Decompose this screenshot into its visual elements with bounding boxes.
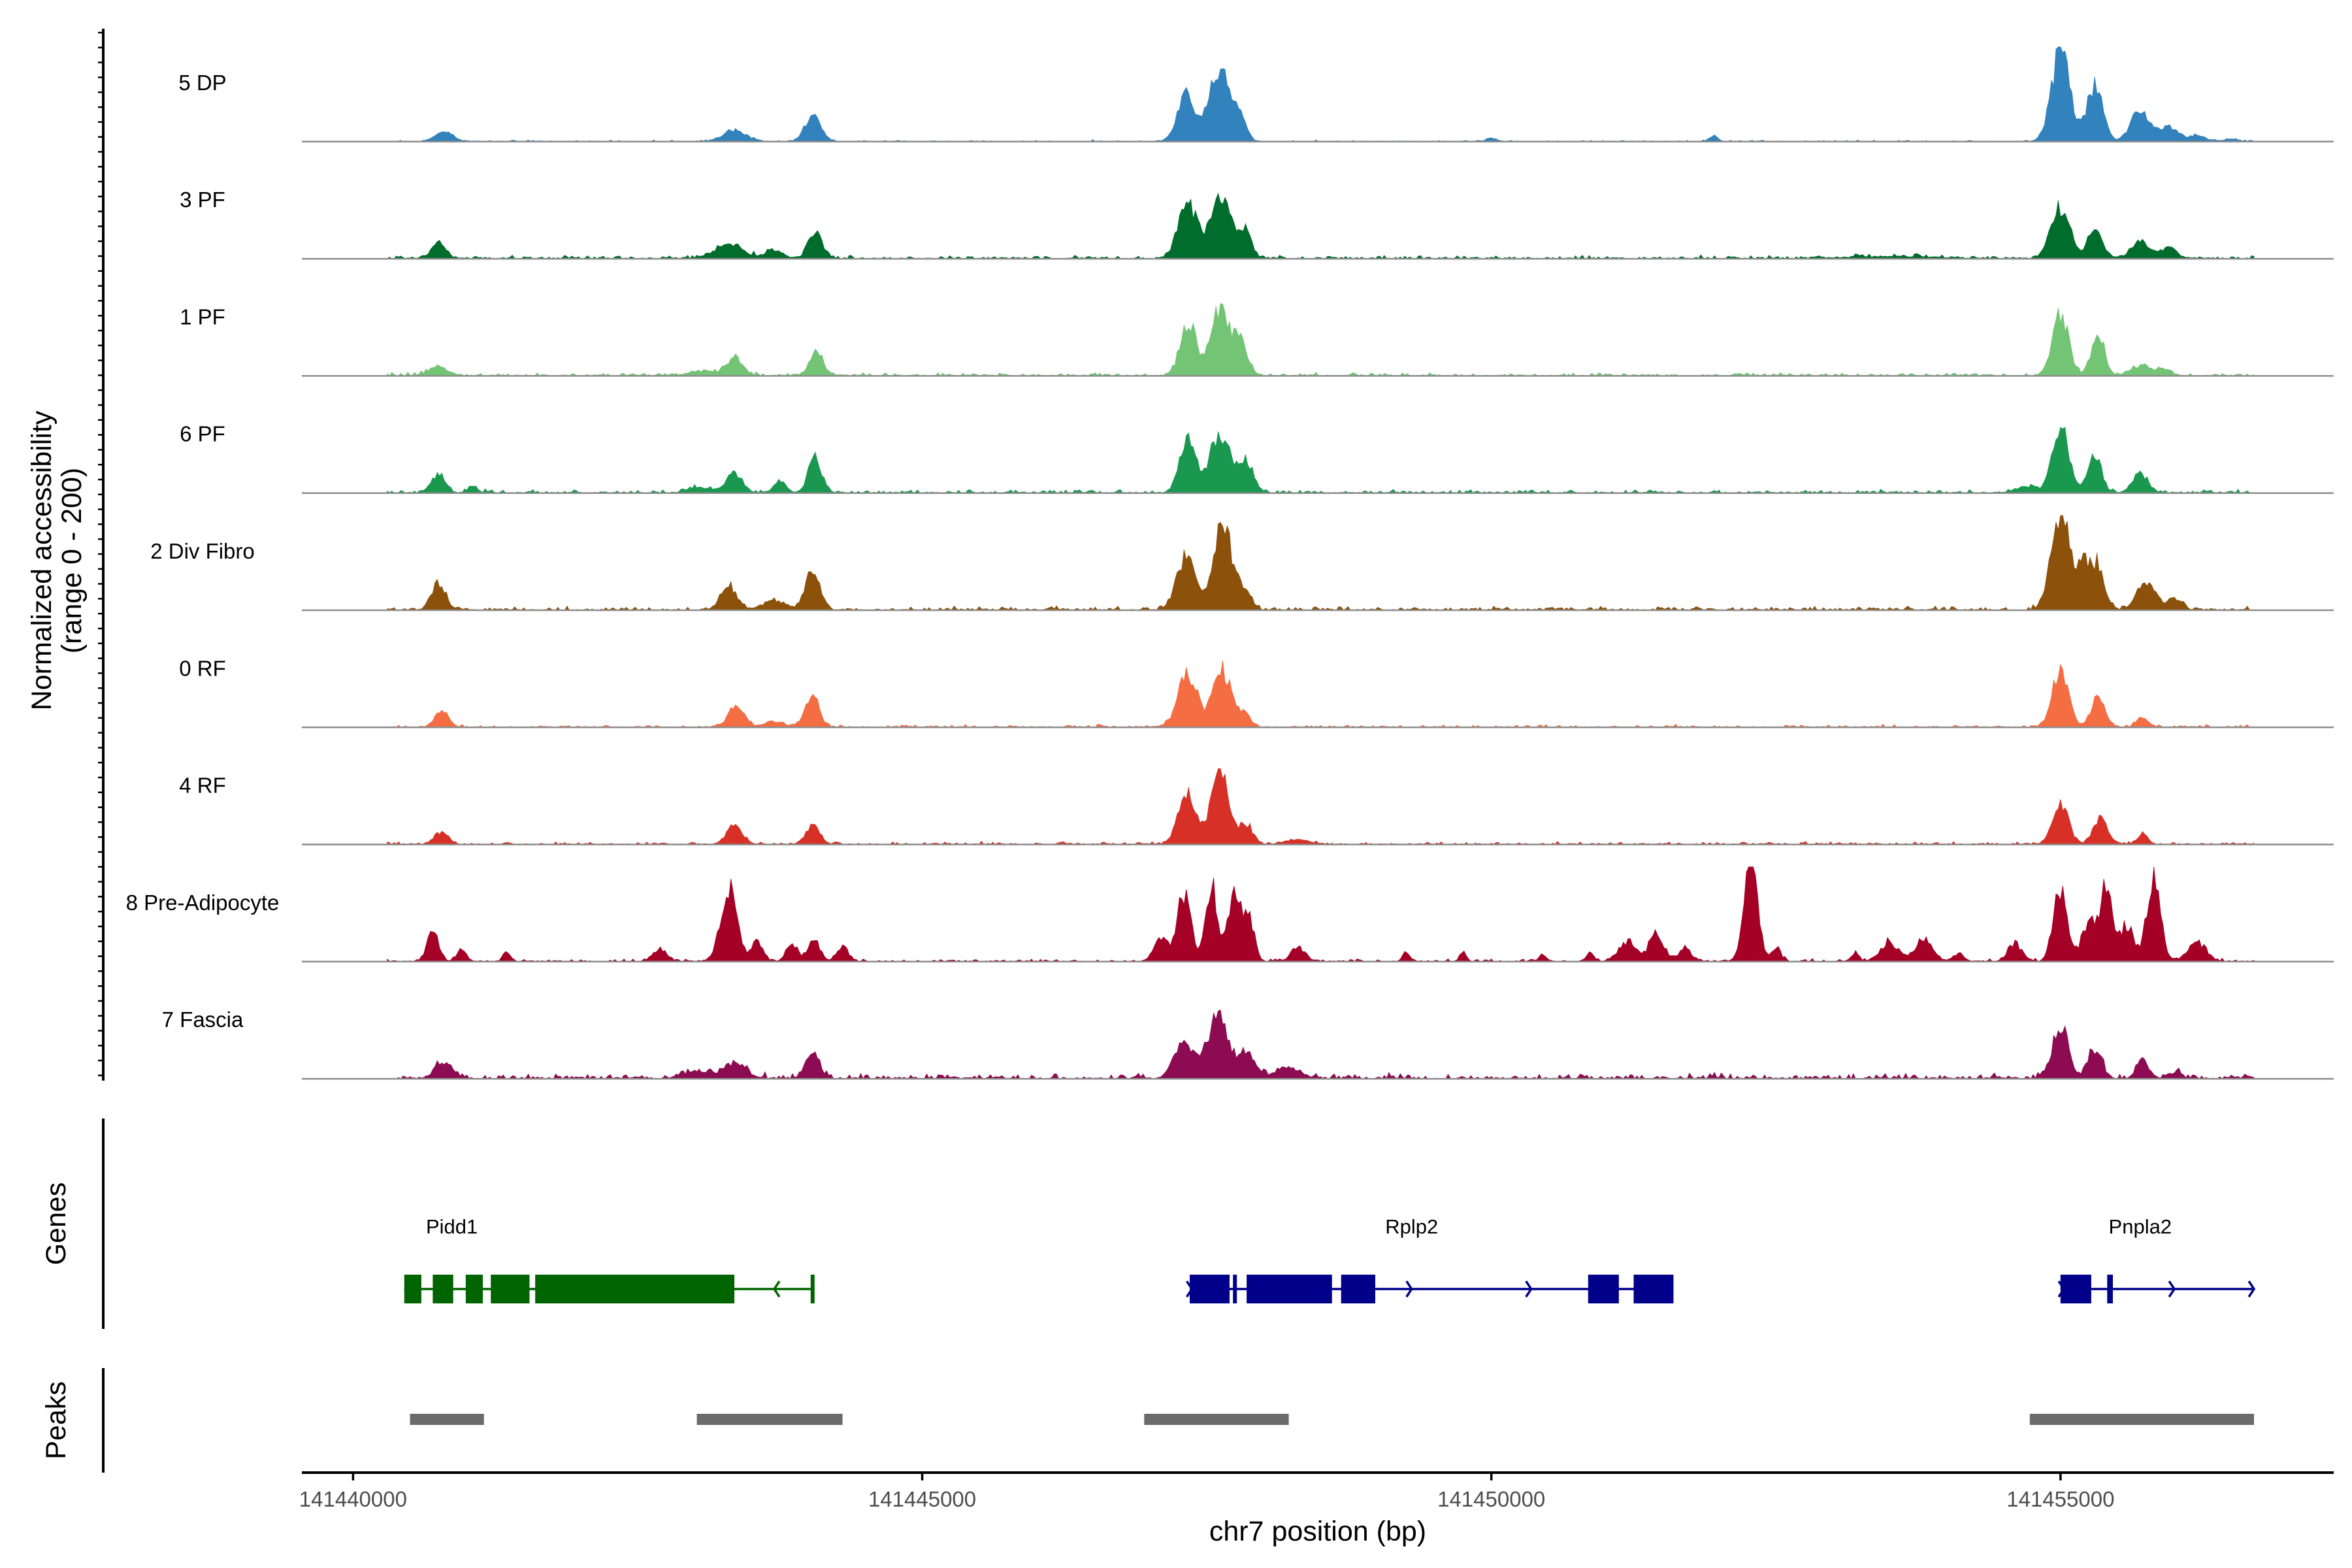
track-label: 3 PF <box>180 188 225 212</box>
gene-exon <box>2107 1275 2113 1303</box>
track-label: 4 RF <box>179 774 226 798</box>
track-label: 5 DP <box>178 71 226 95</box>
peak-region-bar <box>2029 1414 2255 1425</box>
coverage-area <box>387 866 2255 962</box>
gene-exon <box>535 1275 735 1303</box>
track-label: 7 Fascia <box>162 1007 244 1032</box>
track-6-pf: 6 PF <box>180 422 2334 494</box>
track-5-dp: 5 DP <box>178 46 2334 143</box>
track-label: 8 Pre-Adipocyte <box>126 890 280 915</box>
track-label: 0 RF <box>179 656 226 680</box>
genes-panel-title: Genes <box>41 1183 72 1266</box>
gene-exon <box>491 1275 530 1303</box>
gene-exon <box>1247 1275 1332 1303</box>
track-1-pf: 1 PF <box>180 303 2334 377</box>
coverage-area <box>387 1009 2255 1080</box>
y-axis-title-line-2: (range 0 - 200) <box>56 468 88 653</box>
gene-exon <box>2060 1275 2091 1303</box>
gene-exon <box>404 1275 421 1303</box>
track-3-pf: 3 PF <box>180 188 2334 260</box>
x-axis-title: chr7 position (bp) <box>1209 1516 1426 1547</box>
track-label: 1 PF <box>180 304 225 329</box>
peaks-panel-title: Peaks <box>41 1381 72 1460</box>
gene-exon <box>1189 1275 1230 1303</box>
gene-exon <box>810 1275 815 1303</box>
peak-region-bar <box>410 1414 484 1425</box>
x-tick-label: 141450000 <box>1437 1487 1545 1511</box>
track-label: 2 Div Fibro <box>150 539 255 563</box>
gene-label: Rplp2 <box>1385 1215 1438 1238</box>
gene-pnpla2: Pnpla2 <box>2057 1215 2256 1303</box>
gene-label: Pidd1 <box>426 1215 478 1238</box>
strand-chevron <box>1405 1281 1413 1298</box>
peak-region-bar <box>1144 1414 1289 1425</box>
gene-annotations: Pidd1 Rplp2 Pnpla2 <box>404 1215 2256 1303</box>
gene-label: Pnpla2 <box>2109 1215 2172 1238</box>
peak-regions <box>410 1414 2255 1425</box>
track-8-pre-adipocyte: 8 Pre-Adipocyte <box>126 866 2334 963</box>
gene-rplp2: Rplp2 <box>1186 1215 1674 1303</box>
track-4-rf: 4 RF <box>179 768 2334 845</box>
strand-chevron <box>1525 1281 1533 1298</box>
gene-exon <box>1233 1275 1237 1303</box>
y-axis-title-line-1: Normalized accessibility <box>26 410 57 710</box>
peak-region-bar <box>696 1414 843 1425</box>
coverage-tracks: 5 DP 3 PF 1 PF 6 PF 2 Div Fibro 0 RF 4 RF 8 Pre… <box>126 46 2334 1080</box>
x-tick-label: 141445000 <box>868 1487 976 1511</box>
gene-exon <box>465 1275 483 1303</box>
track-2-div-fibro: 2 Div Fibro <box>150 515 2334 612</box>
track-0-rf: 0 RF <box>179 656 2334 728</box>
strand-chevron <box>772 1281 781 1298</box>
track-label: 6 PF <box>180 422 225 446</box>
x-tick-label: 141455000 <box>2006 1487 2114 1511</box>
coverage-y-axis <box>98 29 105 1081</box>
gene-exon <box>1341 1275 1375 1303</box>
gene-exon <box>433 1275 453 1303</box>
gene-pidd1: Pidd1 <box>404 1215 815 1303</box>
x-axis-ticks: 141440000 141445000 141450000 141455000 <box>299 1473 2114 1511</box>
strand-chevron <box>2168 1281 2176 1298</box>
strand-chevron <box>2247 1281 2256 1298</box>
track-7-fascia: 7 Fascia <box>162 1007 2334 1080</box>
gene-exon <box>1633 1275 1674 1303</box>
gene-exon <box>1588 1275 1619 1303</box>
x-tick-label: 141440000 <box>299 1487 407 1511</box>
